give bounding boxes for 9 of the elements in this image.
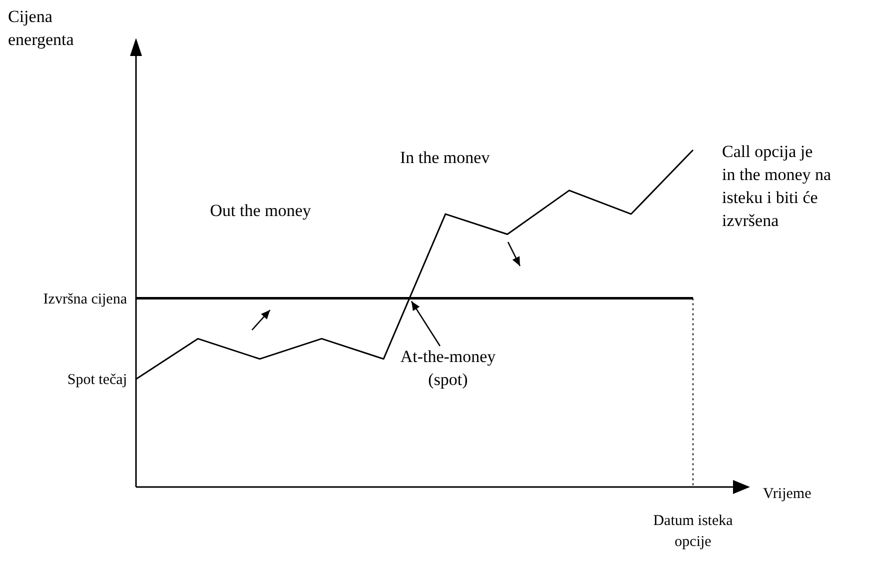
text: Spot tečaj [67, 372, 127, 388]
annotation: At-the-money (spot) [400, 347, 496, 389]
text: Call opcija je in the money na isteku i biti će izvršena [722, 142, 832, 230]
text: Datum isteka opcije [653, 513, 734, 550]
annotation: In the monev [400, 148, 490, 167]
ref-line-label: Izvršna cijena [43, 291, 128, 308]
text: Cijena energenta [8, 7, 74, 49]
annotation: Out the money [210, 201, 312, 220]
x-axis-title: Vrijeme [763, 486, 812, 502]
